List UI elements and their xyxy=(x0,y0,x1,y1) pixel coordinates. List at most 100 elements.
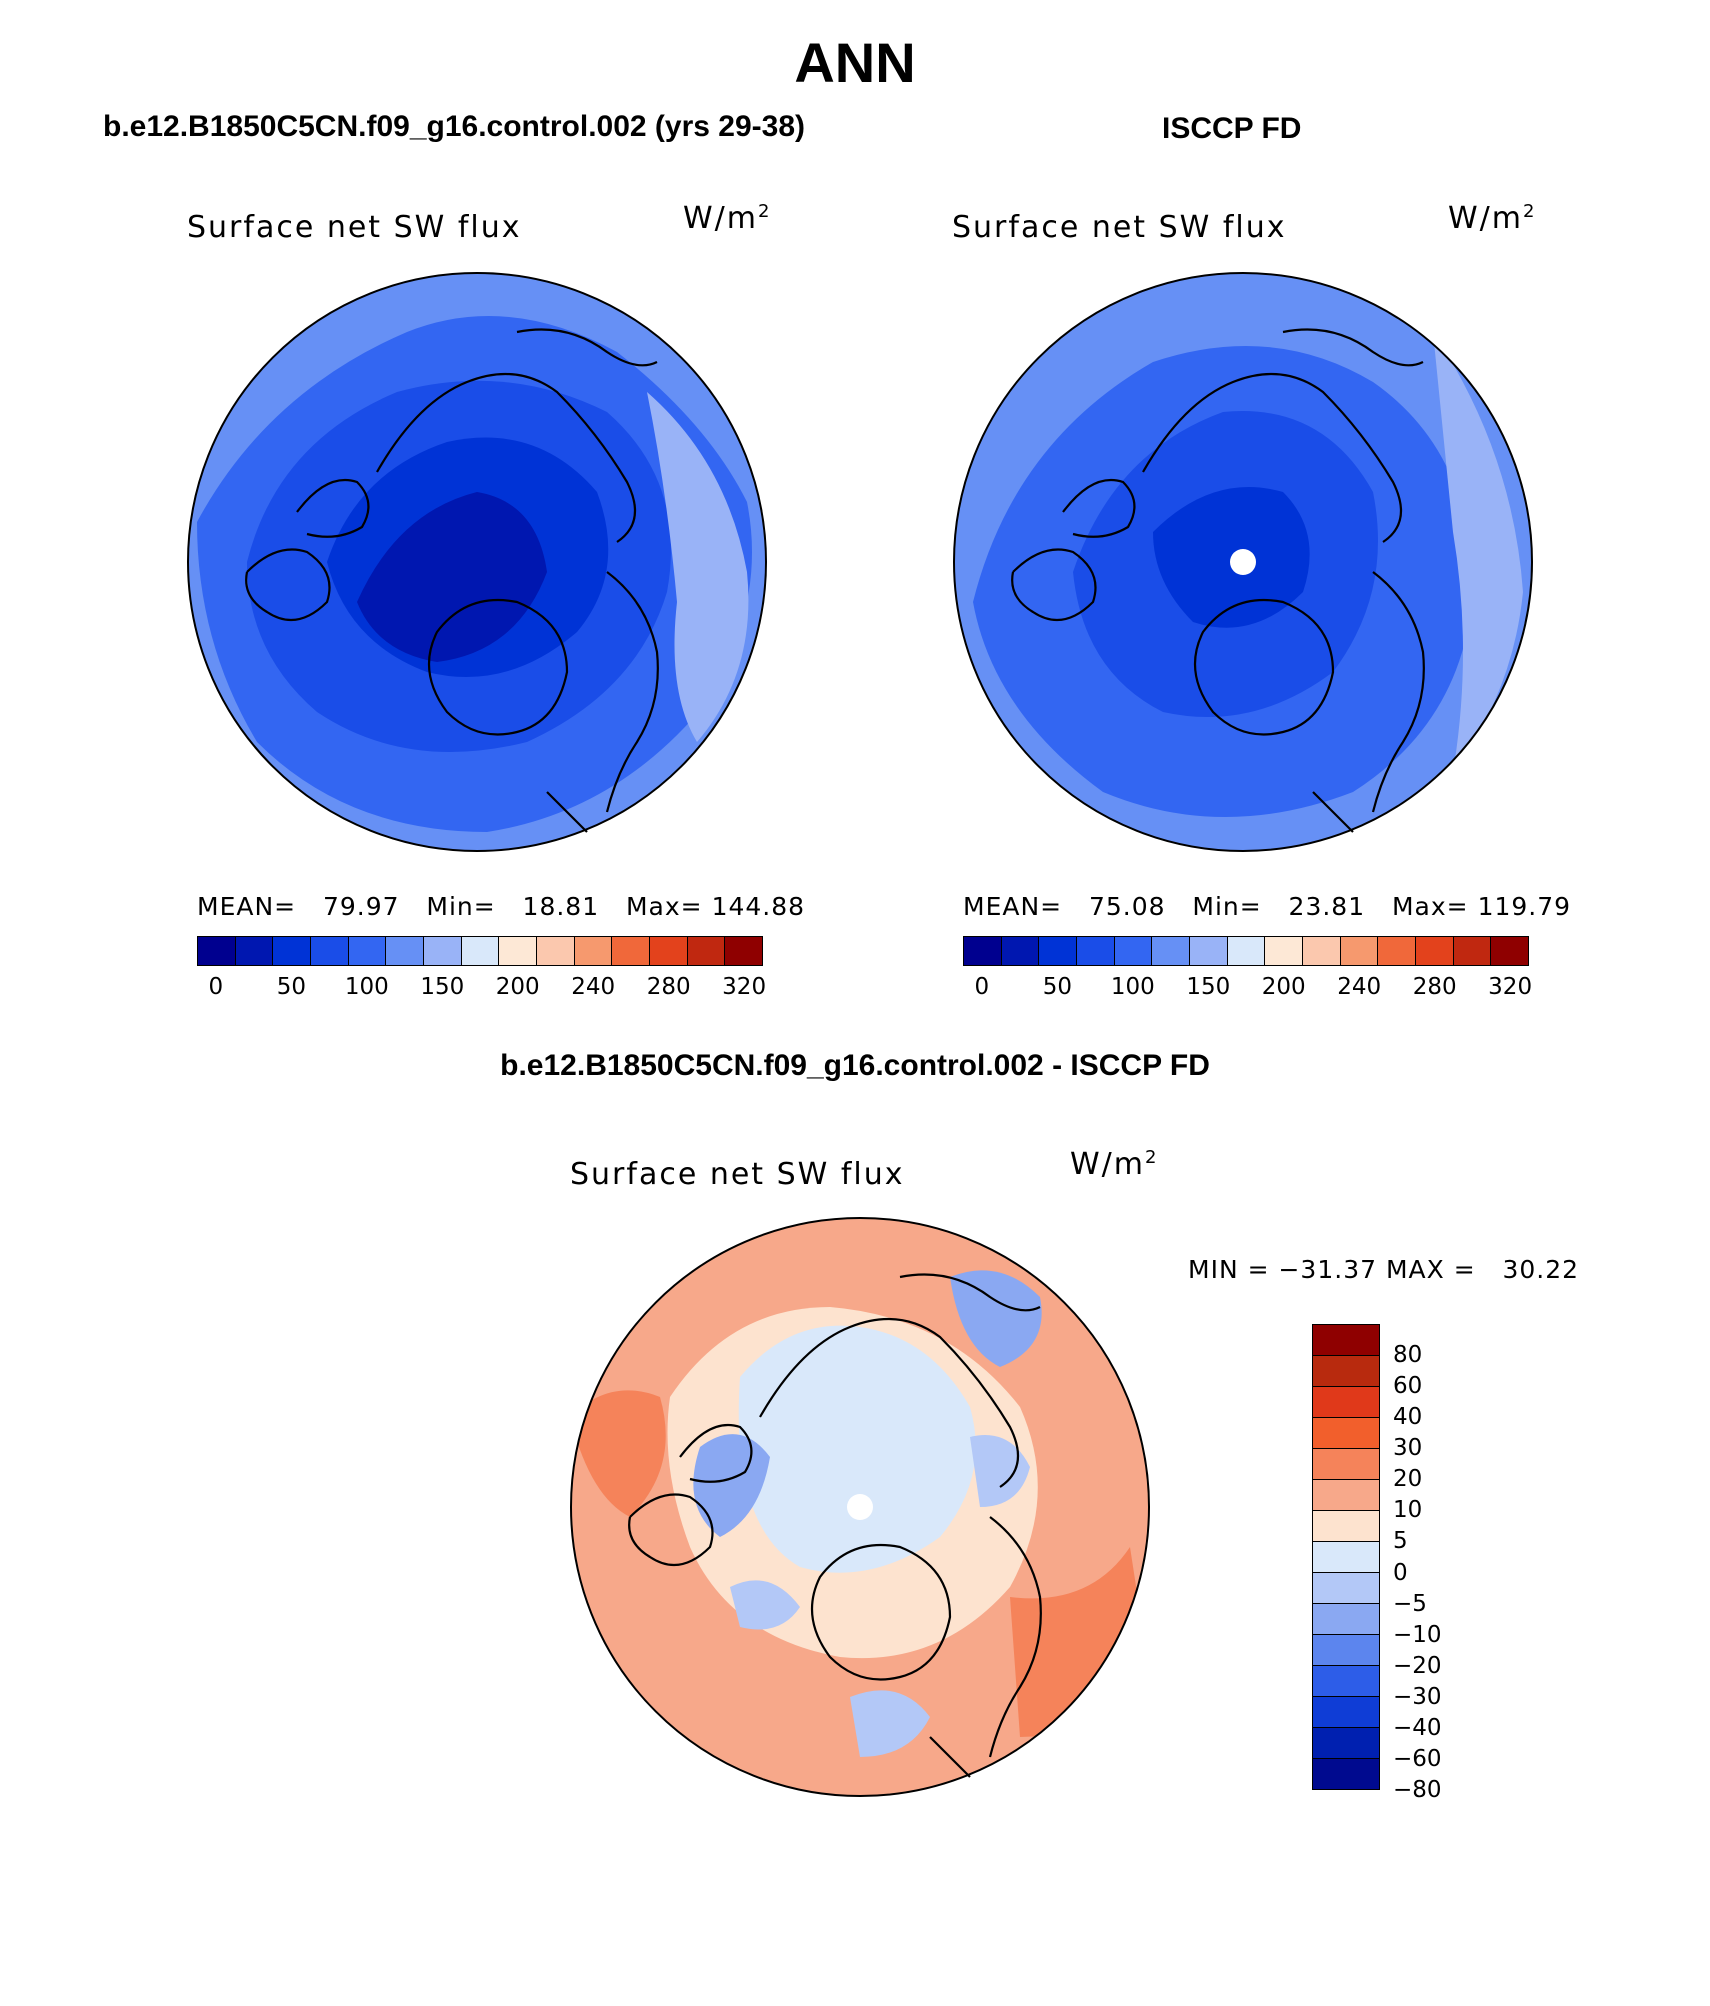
colorbar-box xyxy=(574,937,613,965)
colorbar-box xyxy=(1313,1635,1379,1666)
colorbar-box xyxy=(1001,937,1040,965)
colorbar-tick-label: 0 xyxy=(1393,1559,1408,1586)
colorbar-box xyxy=(1313,1697,1379,1728)
panel-2-colorbar-ticks: 0 50 100 150 200 240 280 320 xyxy=(963,974,1533,1004)
colorbar-tick-label: 240 xyxy=(571,974,616,1000)
difference-map-title: Surface net SW flux xyxy=(570,1157,905,1192)
colorbar-box xyxy=(1313,1356,1379,1387)
panel-2-colorbar xyxy=(963,936,1529,966)
colorbar-box xyxy=(1039,937,1078,965)
colorbar-box xyxy=(1313,1418,1379,1449)
panel-1-polar-map xyxy=(187,272,767,852)
difference-minmax: MIN = −31.37 MAX = 30.22 xyxy=(1188,1255,1580,1284)
colorbar-tick-label: 30 xyxy=(1393,1435,1423,1462)
colorbar-tick-label: −5 xyxy=(1393,1590,1427,1617)
panel-2-polar-map xyxy=(953,272,1533,852)
difference-colorbar xyxy=(1312,1324,1380,1790)
colorbar-tick-label: 150 xyxy=(420,974,465,1000)
colorbar-box xyxy=(311,937,349,965)
colorbar-box xyxy=(1313,1387,1379,1418)
colorbar-tick-label: 5 xyxy=(1393,1528,1408,1555)
colorbar-box xyxy=(1313,1573,1379,1604)
colorbar-tick-label: −60 xyxy=(1393,1745,1442,1772)
colorbar-box xyxy=(1491,937,1529,965)
colorbar-tick-label: −40 xyxy=(1393,1714,1442,1741)
panel-2-map-title: Surface net SW flux xyxy=(952,210,1287,245)
colorbar-box xyxy=(1077,937,1115,965)
colorbar-box xyxy=(1303,937,1341,965)
panel-2-stats: MEAN= 75.08 Min= 23.81 Max= 119.79 xyxy=(963,892,1572,921)
difference-colorbar-ticks: 80 60 40 30 20 10 5 0 −5 −10 −20 −30 −40 −60 −80 xyxy=(1393,1324,1453,1803)
panel-2-missing-pole xyxy=(1230,549,1256,575)
colorbar-box xyxy=(499,937,538,965)
colorbar-box xyxy=(348,937,387,965)
colorbar-box xyxy=(1313,1542,1379,1573)
colorbar-tick-label: 200 xyxy=(1261,974,1306,1000)
difference-missing-pole xyxy=(847,1494,873,1520)
panel-1-subtitle: b.e12.B1850C5CN.f09_g16.control.002 (yrs… xyxy=(103,110,806,143)
colorbar-tick-label: −10 xyxy=(1393,1621,1442,1648)
colorbar-box xyxy=(235,937,274,965)
colorbar-tick-label: 320 xyxy=(722,974,767,1000)
panel-1-map-title: Surface net SW flux xyxy=(187,210,522,245)
colorbar-tick-label: 280 xyxy=(646,974,691,1000)
colorbar-box xyxy=(537,937,575,965)
colorbar-tick-label: 320 xyxy=(1488,974,1533,1000)
colorbar-tick-label: 280 xyxy=(1412,974,1457,1000)
colorbar-box xyxy=(1313,1666,1379,1697)
colorbar-box xyxy=(725,937,763,965)
panel-2-subtitle: ISCCP FD xyxy=(1162,112,1302,145)
colorbar-tick-label: 10 xyxy=(1393,1497,1423,1524)
colorbar-tick-label: 60 xyxy=(1393,1373,1423,1400)
colorbar-tick-label: 0 xyxy=(208,974,224,1000)
colorbar-tick-label: 0 xyxy=(974,974,990,1000)
colorbar-box xyxy=(1227,937,1266,965)
colorbar-box xyxy=(1416,937,1454,965)
colorbar-box xyxy=(1265,937,1304,965)
colorbar-box xyxy=(1313,1759,1379,1789)
colorbar-box xyxy=(1313,1449,1379,1480)
panel-1-colorbar xyxy=(197,936,763,966)
colorbar-tick-label: 150 xyxy=(1186,974,1231,1000)
panel-2-units: W/m2 xyxy=(1448,201,1537,236)
colorbar-box xyxy=(1313,1480,1379,1511)
colorbar-box xyxy=(1313,1604,1379,1635)
difference-units: W/m2 xyxy=(1070,1147,1159,1182)
colorbar-box xyxy=(650,937,688,965)
colorbar-box xyxy=(1378,937,1417,965)
colorbar-box xyxy=(1313,1728,1379,1759)
colorbar-box xyxy=(1152,937,1191,965)
page-title: ANN xyxy=(794,31,916,94)
colorbar-tick-label: 50 xyxy=(276,974,306,1000)
colorbar-tick-label: 50 xyxy=(1042,974,1072,1000)
colorbar-box xyxy=(198,937,236,965)
colorbar-box xyxy=(1114,937,1153,965)
colorbar-box xyxy=(424,937,462,965)
colorbar-box xyxy=(386,937,425,965)
difference-polar-map xyxy=(570,1217,1150,1797)
colorbar-tick-label: 80 xyxy=(1393,1342,1423,1369)
colorbar-tick-label: 100 xyxy=(344,974,389,1000)
panel-1-stats: MEAN= 79.97 Min= 18.81 Max= 144.88 xyxy=(197,892,806,921)
colorbar-box xyxy=(1313,1325,1379,1356)
colorbar-box xyxy=(1340,937,1379,965)
colorbar-box xyxy=(1190,937,1228,965)
colorbar-box xyxy=(273,937,312,965)
colorbar-tick-label: −20 xyxy=(1393,1652,1442,1679)
colorbar-box xyxy=(687,937,726,965)
colorbar-tick-label: 240 xyxy=(1337,974,1382,1000)
difference-subtitle: b.e12.B1850C5CN.f09_g16.control.002 - IS… xyxy=(500,1049,1210,1082)
colorbar-box xyxy=(612,937,651,965)
panel-1-colorbar-ticks: 0 50 100 150 200 240 280 320 xyxy=(197,974,767,1004)
colorbar-tick-label: 40 xyxy=(1393,1404,1423,1431)
colorbar-tick-label: −80 xyxy=(1393,1777,1442,1803)
panel-1-units: W/m2 xyxy=(683,201,772,236)
colorbar-box xyxy=(1313,1511,1379,1542)
colorbar-tick-label: 100 xyxy=(1110,974,1155,1000)
colorbar-tick-label: 200 xyxy=(495,974,540,1000)
colorbar-box xyxy=(461,937,500,965)
colorbar-box xyxy=(1453,937,1492,965)
colorbar-box xyxy=(964,937,1002,965)
colorbar-tick-label: 20 xyxy=(1393,1466,1423,1493)
colorbar-tick-label: −30 xyxy=(1393,1683,1442,1710)
